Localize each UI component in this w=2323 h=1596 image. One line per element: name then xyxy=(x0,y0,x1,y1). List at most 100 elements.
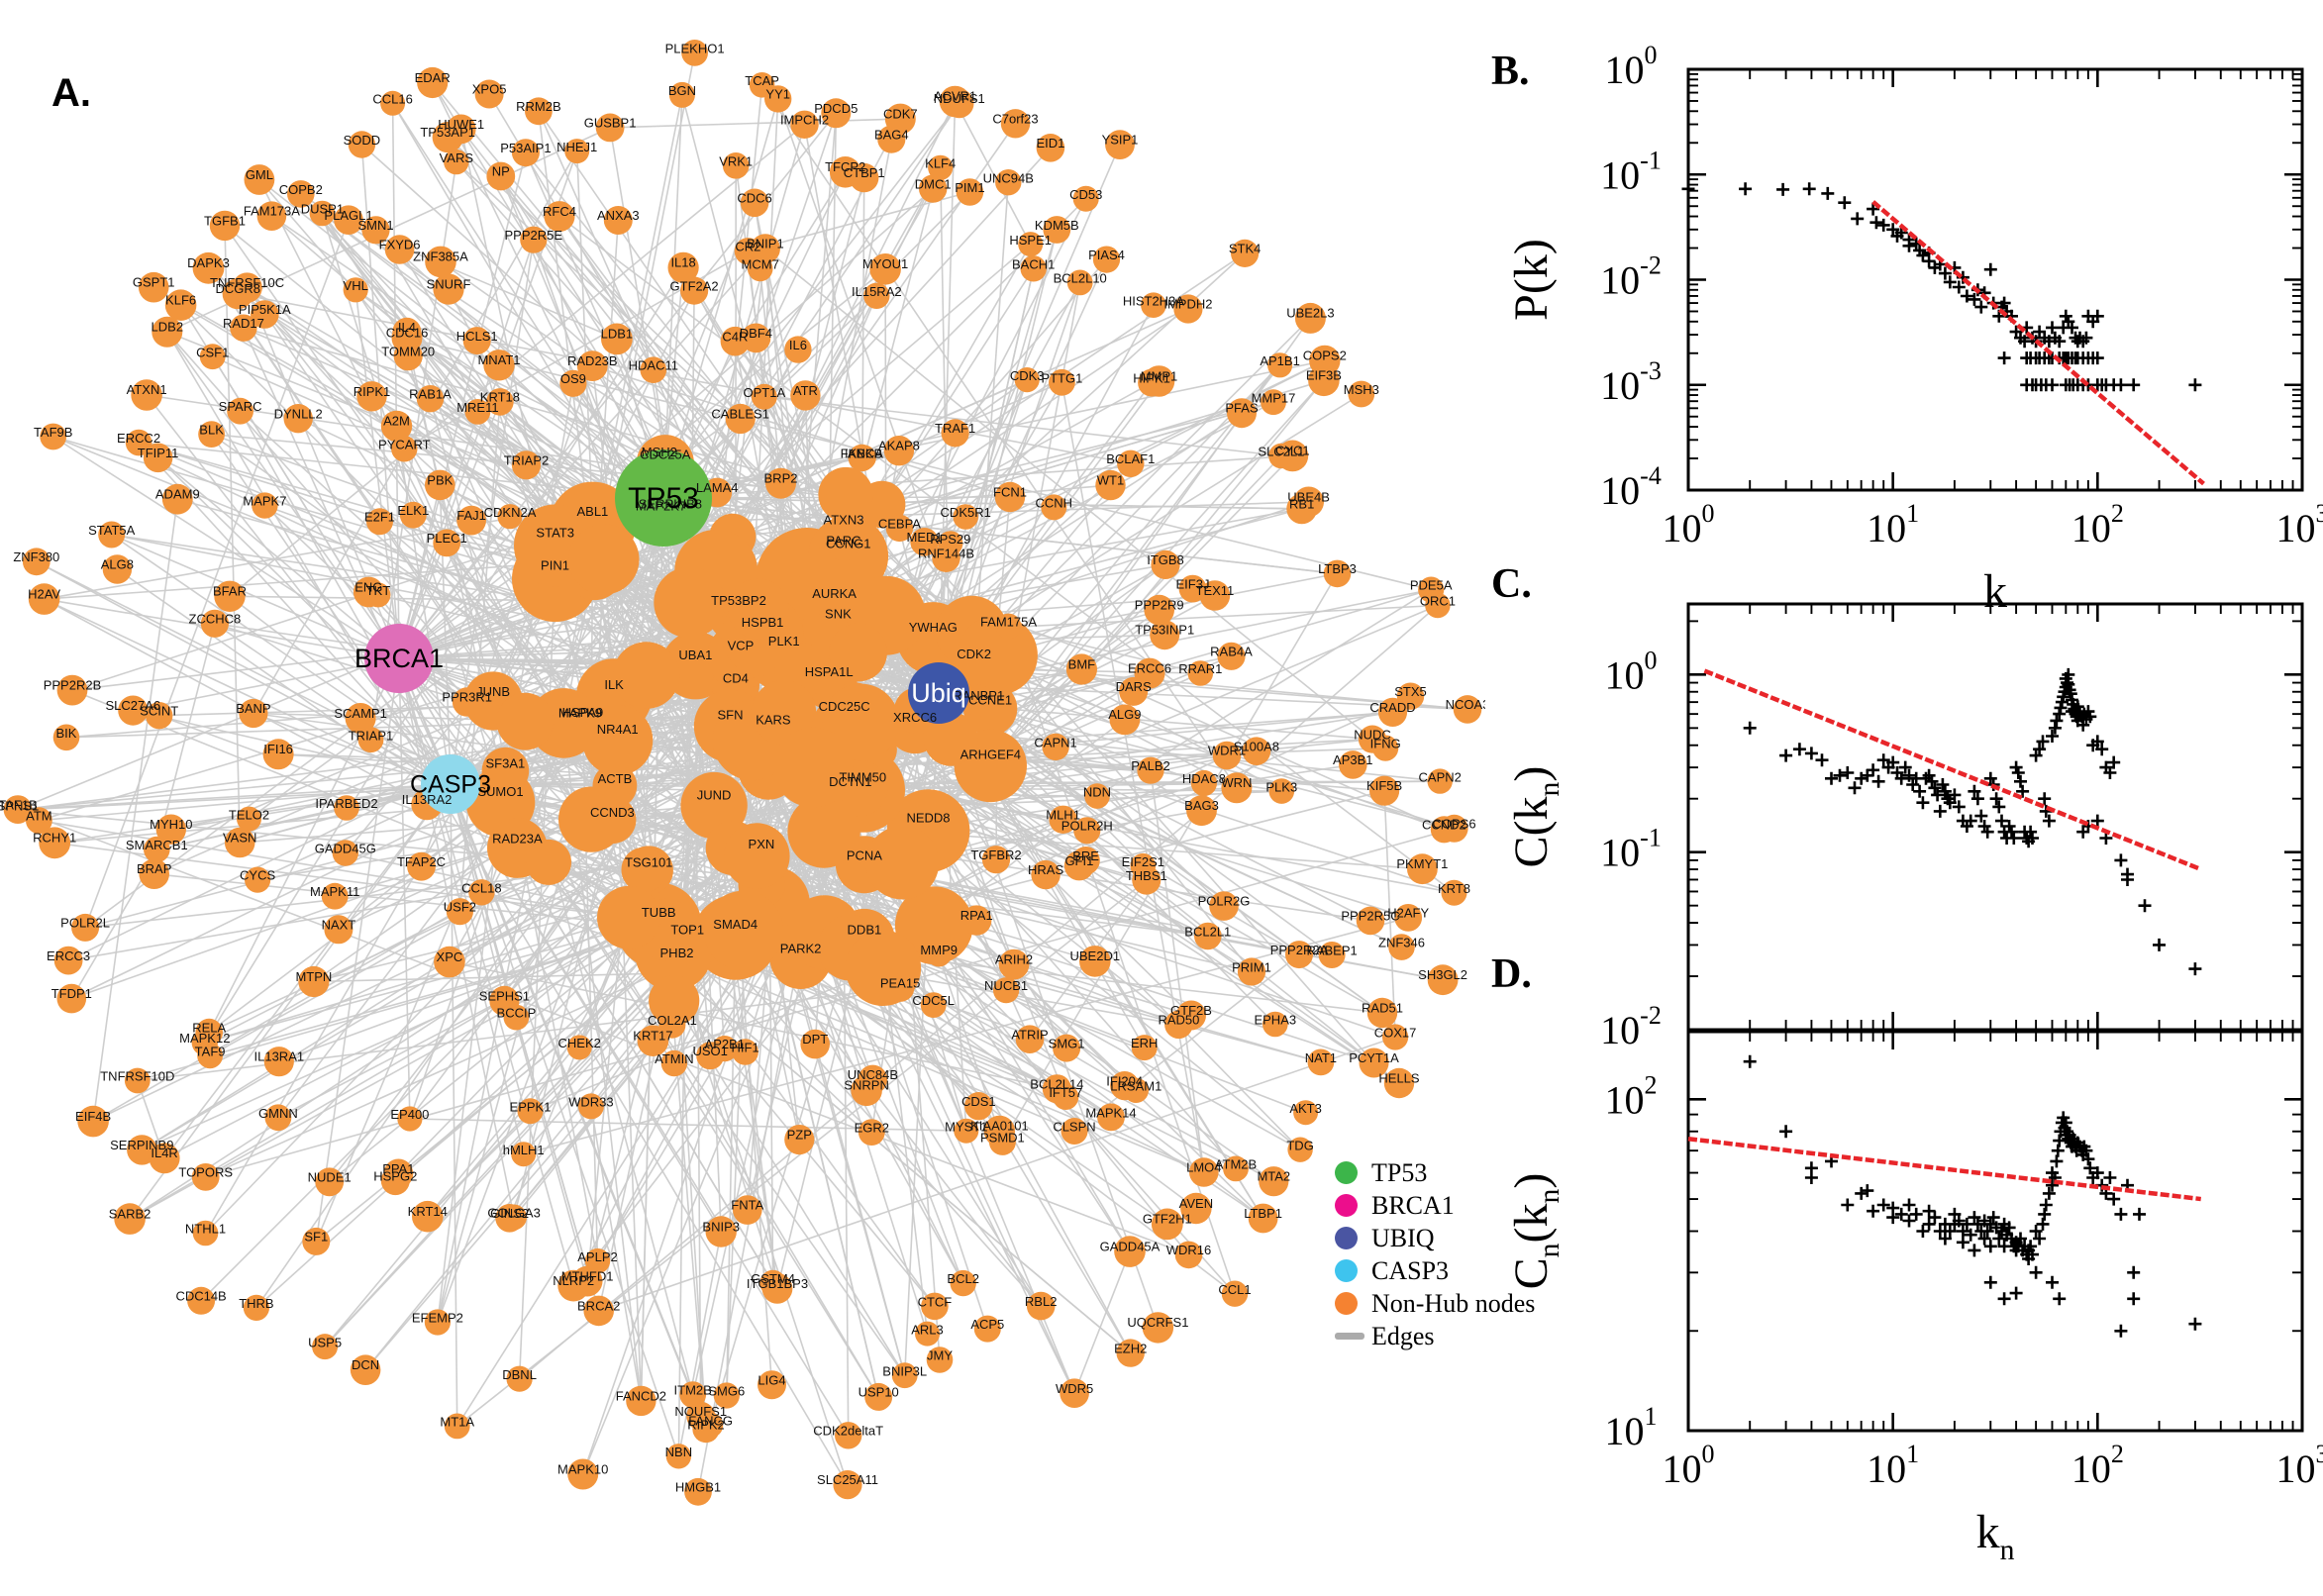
node-label: PCNA xyxy=(847,848,882,863)
node-label: IMPCH2 xyxy=(780,113,829,128)
node-label: XRCC6 xyxy=(893,710,937,725)
non-hub-node xyxy=(733,1195,762,1225)
node-label: PTTG1 xyxy=(1041,370,1082,385)
non-hub-node xyxy=(1359,1047,1389,1078)
node-label: TIMM50 xyxy=(839,769,886,784)
node-label: ITGB1BP3 xyxy=(747,1276,808,1291)
node-label: CCL1 xyxy=(1218,1282,1251,1297)
non-hub-node xyxy=(198,421,226,448)
node-label: BAG3 xyxy=(1184,798,1219,813)
hub-label-casp3: CASP3 xyxy=(410,771,491,799)
non-hub-node xyxy=(894,886,973,964)
non-hub-node xyxy=(399,501,427,529)
non-hub-node xyxy=(956,178,984,206)
non-hub-node xyxy=(1294,302,1326,334)
legend-label: Edges xyxy=(1371,1321,1435,1350)
non-hub-node xyxy=(1323,559,1352,588)
node-label: PLEC1 xyxy=(427,531,467,546)
node-label: MNAT1 xyxy=(477,352,520,367)
non-hub-node xyxy=(200,609,229,638)
non-hub-node xyxy=(1199,580,1231,611)
node-label: TGFB1 xyxy=(204,213,246,228)
node-label: PIAS4 xyxy=(1088,248,1125,262)
node-label: CDK3 xyxy=(1010,368,1045,383)
node-label: CCND2 xyxy=(1422,818,1466,833)
non-hub-node xyxy=(256,201,287,231)
non-hub-node xyxy=(926,941,952,967)
non-hub-node xyxy=(503,1004,530,1031)
node-label: CDC25C xyxy=(819,699,870,714)
non-hub-node xyxy=(424,1309,451,1336)
node-label: YSIP1 xyxy=(1102,133,1139,148)
non-hub-node xyxy=(833,1470,862,1500)
non-hub-node xyxy=(1105,130,1135,160)
node-label: ARHGEF4 xyxy=(960,748,1021,762)
non-hub-node xyxy=(1453,695,1482,724)
node-label: BRCA2 xyxy=(577,1298,620,1313)
non-hub-node xyxy=(149,1143,180,1174)
node-label: ALG8 xyxy=(101,557,134,572)
non-hub-node xyxy=(77,1105,109,1138)
node-label: SEPHS1 xyxy=(479,988,530,1003)
node-label: PPP2R2B xyxy=(44,678,102,693)
fit-line xyxy=(1871,200,2205,486)
non-hub-node xyxy=(995,613,1022,640)
node-label: STAT5A xyxy=(88,523,136,538)
non-hub-node xyxy=(283,404,313,434)
non-hub-node xyxy=(1151,1208,1183,1241)
node-label: SLC25A11 xyxy=(817,1472,878,1487)
node-label: UBA1 xyxy=(678,648,712,662)
node-label: SODD xyxy=(344,133,381,148)
non-hub-node xyxy=(829,623,887,682)
node-label: BRP2 xyxy=(764,471,798,486)
node-label: ERCC6 xyxy=(1128,661,1171,676)
node-label: AKAP8 xyxy=(878,439,920,453)
node-label: GMNN xyxy=(258,1106,298,1121)
non-hub-node xyxy=(1307,1048,1335,1076)
node-label: IMPDH2 xyxy=(1163,297,1212,312)
node-label: CDK2 xyxy=(957,647,991,661)
scatter-points xyxy=(1743,667,2202,976)
node-label: MAPK7 xyxy=(243,494,286,509)
non-hub-node xyxy=(784,336,812,363)
non-hub-node xyxy=(496,692,555,750)
non-hub-node xyxy=(525,97,553,126)
non-hub-node xyxy=(595,113,625,143)
non-hub-node xyxy=(1267,352,1293,378)
node-label: ATXN1 xyxy=(127,382,167,397)
non-hub-node xyxy=(22,548,50,576)
node-label: GSTM4 xyxy=(751,1271,795,1286)
non-hub-node xyxy=(1262,1011,1288,1038)
non-hub-node xyxy=(885,973,915,1002)
node-label: YWHAG xyxy=(909,620,958,635)
non-hub-node xyxy=(1042,1074,1071,1104)
node-label: TOPORS xyxy=(178,1165,233,1180)
non-hub-node xyxy=(799,544,875,620)
non-hub-node xyxy=(1287,1137,1313,1162)
node-label: PPP2R5E xyxy=(505,228,563,243)
node-label: SUMO1 xyxy=(477,784,523,799)
non-hub-node xyxy=(696,1042,725,1070)
legend-edge-swatch xyxy=(1335,1333,1364,1340)
node-label: GOLGA3 xyxy=(487,1206,540,1221)
node-label: SNK xyxy=(825,607,852,622)
node-label: MYOU1 xyxy=(862,256,908,271)
node-label: EP400 xyxy=(390,1107,429,1122)
network-graph: NEDD8 KARS DDB1 PCNA XRCC6 CCND3 CDK2 CCNE1 UBA1… xyxy=(0,40,1485,1506)
node-label: POLR2L xyxy=(60,916,110,931)
node-label: CAPN1 xyxy=(1034,735,1076,749)
non-hub-node xyxy=(1217,642,1246,670)
node-label: CDC5L xyxy=(912,993,955,1008)
non-hub-node xyxy=(885,514,914,543)
node-label: XPO5 xyxy=(472,82,507,97)
node-label: SMG6 xyxy=(708,1384,745,1399)
node-label: VCP xyxy=(728,639,755,653)
non-hub-node xyxy=(923,712,978,766)
node-label: FANCG xyxy=(688,1414,733,1429)
non-hub-node xyxy=(353,576,384,608)
node-label: ACP5 xyxy=(970,1317,1004,1332)
axis-ticks xyxy=(1686,604,2304,1032)
non-hub-node xyxy=(583,1295,614,1327)
non-hub-node xyxy=(1377,697,1408,728)
non-hub-node xyxy=(209,210,241,242)
